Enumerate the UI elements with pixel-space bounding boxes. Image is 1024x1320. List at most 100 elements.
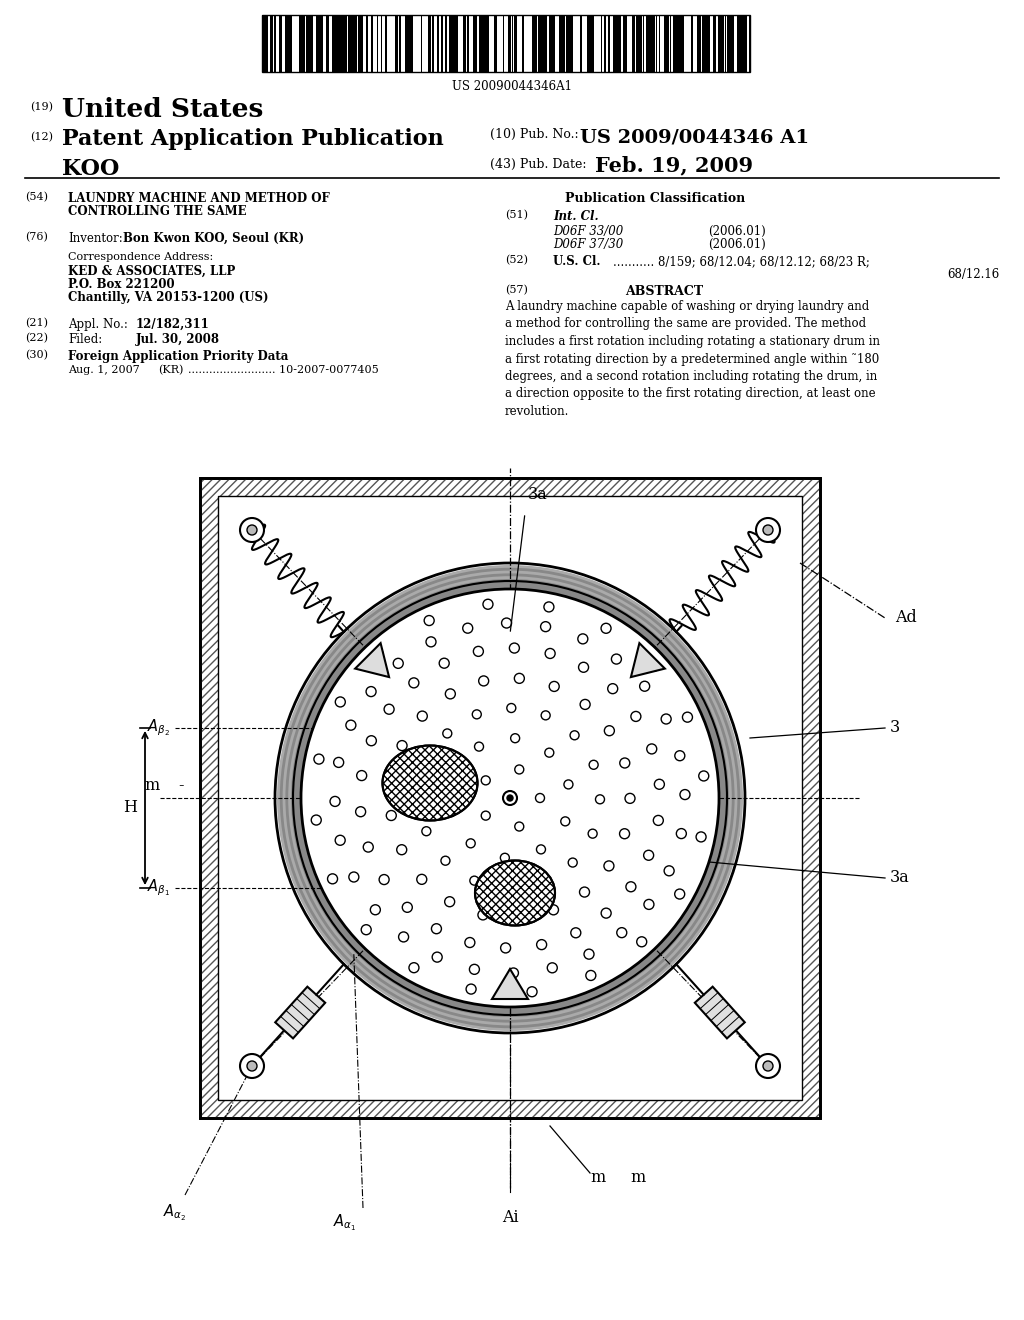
- Circle shape: [366, 686, 376, 697]
- Bar: [449, 15, 453, 73]
- Bar: [371, 15, 373, 73]
- Bar: [497, 15, 499, 73]
- Circle shape: [334, 758, 344, 767]
- Bar: [218, 496, 802, 1100]
- Circle shape: [539, 878, 548, 886]
- Text: 3a: 3a: [528, 486, 548, 503]
- Bar: [582, 15, 584, 73]
- Bar: [415, 15, 418, 73]
- Circle shape: [568, 858, 578, 867]
- Text: D06F 33/00: D06F 33/00: [553, 224, 624, 238]
- Text: Appl. No.:: Appl. No.:: [68, 318, 128, 331]
- Text: Publication Classification: Publication Classification: [565, 191, 745, 205]
- Bar: [411, 15, 413, 73]
- Text: Jul. 30, 2008: Jul. 30, 2008: [136, 333, 220, 346]
- Circle shape: [541, 622, 551, 632]
- Bar: [358, 15, 360, 73]
- Circle shape: [356, 771, 367, 780]
- Bar: [744, 15, 746, 73]
- Bar: [458, 15, 460, 73]
- Circle shape: [393, 659, 403, 668]
- Bar: [638, 15, 642, 73]
- Bar: [353, 15, 356, 73]
- Circle shape: [514, 673, 524, 684]
- Circle shape: [584, 949, 594, 960]
- Circle shape: [386, 810, 396, 821]
- Bar: [441, 15, 443, 73]
- Text: ........... 8/159; 68/12.04; 68/12.12; 68/23 R;: ........... 8/159; 68/12.04; 68/12.12; 6…: [613, 255, 869, 268]
- Circle shape: [481, 810, 490, 820]
- Text: Ad: Ad: [895, 610, 916, 627]
- Bar: [731, 15, 734, 73]
- Bar: [439, 15, 441, 73]
- Circle shape: [409, 962, 419, 973]
- Bar: [666, 15, 669, 73]
- Circle shape: [570, 928, 581, 937]
- Circle shape: [247, 525, 257, 535]
- Circle shape: [570, 731, 579, 739]
- Circle shape: [698, 771, 709, 781]
- Text: ......................... 10-2007-0077405: ......................... 10-2007-007740…: [188, 366, 379, 375]
- Circle shape: [589, 760, 598, 770]
- Bar: [673, 15, 676, 73]
- Bar: [422, 15, 424, 73]
- Text: (57): (57): [505, 285, 528, 296]
- Bar: [276, 15, 279, 73]
- Bar: [307, 15, 309, 73]
- Bar: [702, 15, 706, 73]
- Bar: [445, 15, 447, 73]
- Circle shape: [604, 861, 614, 871]
- Circle shape: [283, 570, 737, 1026]
- Circle shape: [611, 655, 622, 664]
- Bar: [559, 15, 562, 73]
- Bar: [316, 15, 319, 73]
- Text: $A_{\alpha_1}$: $A_{\alpha_1}$: [334, 1213, 356, 1233]
- Circle shape: [544, 602, 554, 612]
- Bar: [424, 15, 426, 73]
- Bar: [680, 15, 684, 73]
- Text: (KR): (KR): [158, 366, 183, 375]
- Circle shape: [763, 1061, 773, 1071]
- Circle shape: [631, 711, 641, 722]
- Circle shape: [442, 729, 452, 738]
- Bar: [660, 15, 663, 73]
- Circle shape: [447, 807, 456, 816]
- Bar: [294, 15, 296, 73]
- Circle shape: [675, 890, 685, 899]
- Bar: [617, 15, 618, 73]
- Circle shape: [240, 1053, 264, 1078]
- Polygon shape: [695, 986, 744, 1039]
- Bar: [447, 15, 449, 73]
- Bar: [544, 15, 547, 73]
- Bar: [517, 15, 519, 73]
- Bar: [713, 15, 715, 73]
- Bar: [492, 15, 494, 73]
- Text: Inventor:: Inventor:: [68, 232, 123, 246]
- Circle shape: [330, 796, 340, 807]
- Text: KED & ASSOCIATES, LLP: KED & ASSOCIATES, LLP: [68, 265, 236, 279]
- Circle shape: [680, 789, 690, 800]
- Text: (2006.01): (2006.01): [708, 238, 766, 251]
- Text: 68/12.16: 68/12.16: [947, 268, 999, 281]
- Bar: [373, 15, 377, 73]
- Circle shape: [625, 793, 635, 804]
- Polygon shape: [275, 986, 326, 1039]
- Circle shape: [588, 829, 597, 838]
- Bar: [479, 15, 482, 73]
- Text: Patent Application Publication: Patent Application Publication: [62, 128, 443, 150]
- Bar: [482, 15, 485, 73]
- Circle shape: [537, 940, 547, 949]
- Bar: [382, 15, 385, 73]
- Bar: [390, 15, 393, 73]
- Bar: [621, 15, 623, 73]
- Circle shape: [465, 937, 475, 948]
- Circle shape: [545, 648, 555, 659]
- Circle shape: [314, 754, 324, 764]
- Bar: [530, 15, 532, 73]
- Circle shape: [662, 714, 671, 723]
- Text: KOO: KOO: [62, 158, 120, 180]
- Circle shape: [374, 649, 383, 659]
- Bar: [584, 15, 587, 73]
- Circle shape: [527, 987, 537, 997]
- Circle shape: [507, 704, 516, 713]
